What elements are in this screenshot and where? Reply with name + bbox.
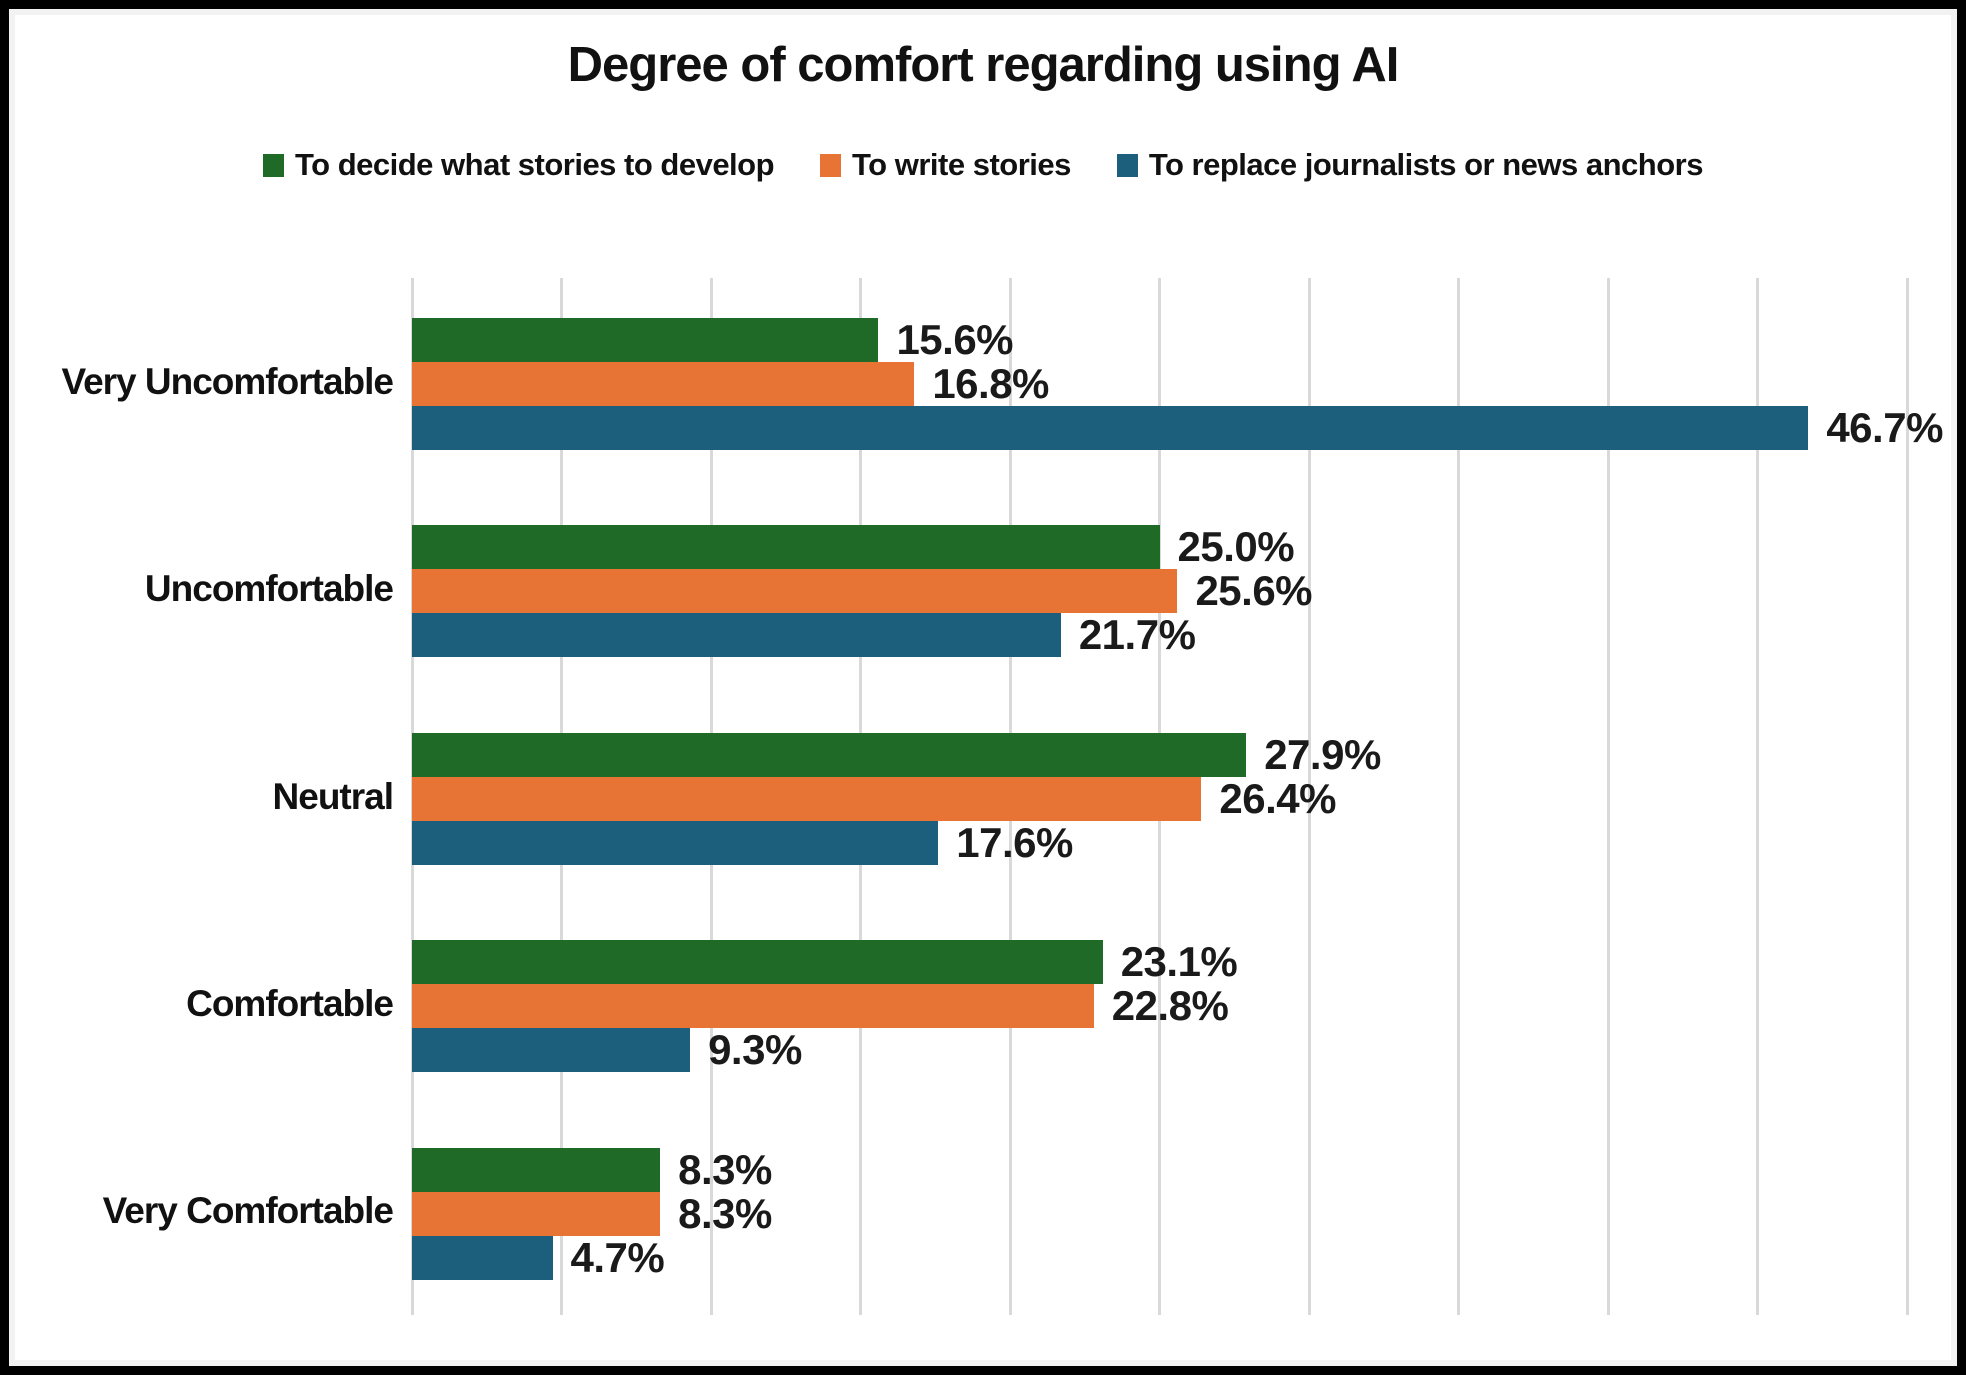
bar-value-label: 21.7%	[1078, 611, 1196, 659]
gridline	[1307, 278, 1311, 1315]
bar-write	[412, 776, 1202, 821]
bar-replace	[412, 613, 1061, 658]
bar-value-label: 15.6%	[896, 316, 1014, 363]
bar-replace	[412, 1235, 553, 1280]
bar-write	[412, 569, 1178, 614]
bar-decide	[412, 940, 1103, 985]
category-label: Comfortable	[186, 982, 394, 1024]
bar-value-label: 9.3%	[708, 1026, 802, 1074]
legend-swatch-orange-icon	[820, 153, 842, 177]
bar-value-label: 27.9%	[1264, 730, 1381, 778]
legend: To decide what stories to develop To wri…	[9, 147, 1957, 183]
category-label: Uncomfortable	[144, 568, 394, 610]
bar-value-label: 4.7%	[570, 1233, 665, 1281]
bar-replace	[412, 1028, 691, 1073]
category-label: Very Comfortable	[102, 1190, 394, 1232]
bar-value-label: 8.3%	[678, 1145, 772, 1193]
bar-write	[412, 1191, 661, 1236]
bar-decide	[412, 732, 1247, 777]
bar-value-label: 8.3%	[678, 1189, 772, 1237]
category-label: Neutral	[272, 775, 394, 817]
bar-write	[412, 362, 915, 406]
bar-value-label: 23.1%	[1120, 938, 1238, 986]
gridline	[1457, 278, 1460, 1315]
chart-title: Degree of comfort regarding using AI	[567, 38, 1400, 92]
legend-item-write-stories: To write stories	[820, 147, 1071, 183]
bar-decide	[412, 318, 879, 362]
legend-label-replace-journalists: To replace journalists or news anchors	[1148, 147, 1704, 182]
legend-item-replace-journalists: To replace journalists or news anchors	[1116, 147, 1704, 183]
bar-decide	[412, 525, 1160, 570]
bar-replace	[412, 406, 1809, 450]
gridline	[1606, 278, 1610, 1315]
category-axis: Very Uncomfortable Uncomfortable Neutral Co…	[9, 278, 403, 1315]
legend-label-decide-stories: To decide what stories to develop	[295, 147, 775, 182]
gridline	[1756, 278, 1759, 1315]
legend-label-write-stories: To write stories	[852, 147, 1071, 182]
bar-value-label: 26.4%	[1219, 774, 1336, 822]
bar-value-label: 16.8%	[932, 360, 1049, 407]
bar-value-label: 17.6%	[956, 818, 1073, 866]
category-label: Very Uncomfortable	[61, 360, 394, 402]
gridline	[1905, 278, 1909, 1315]
bar-value-label: 46.7%	[1826, 404, 1943, 451]
bar-decide	[412, 1147, 661, 1192]
bar-value-label: 25.6%	[1195, 567, 1313, 615]
legend-item-decide-stories: To decide what stories to develop	[263, 147, 775, 183]
bar-replace	[412, 820, 939, 865]
bar-value-label: 25.0%	[1177, 523, 1295, 571]
bar-value-label: 22.8%	[1111, 982, 1229, 1030]
bar-write	[412, 984, 1094, 1029]
plot-area: 15.6% 16.8% 46.7% 25.0% 25.6% 21.7% 27.9% 26.4%…	[410, 278, 1943, 1315]
legend-swatch-green-icon	[263, 153, 285, 177]
legend-swatch-blue-icon	[1116, 153, 1138, 177]
